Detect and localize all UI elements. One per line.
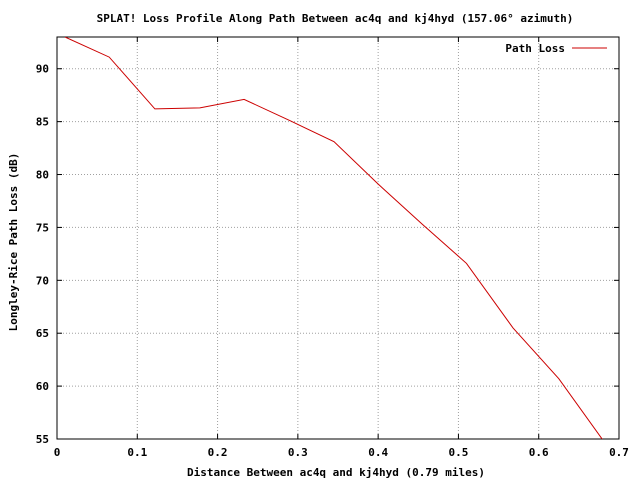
legend-label: Path Loss xyxy=(505,42,565,55)
legend: Path Loss xyxy=(505,42,607,55)
y-tick-label: 90 xyxy=(36,63,49,76)
series-line xyxy=(64,37,603,439)
x-tick-label: 0.2 xyxy=(208,446,228,459)
x-tick-label: 0.6 xyxy=(529,446,549,459)
x-axis-label: Distance Between ac4q and kj4hyd (0.79 m… xyxy=(187,466,485,479)
y-tick-label: 80 xyxy=(36,169,49,182)
y-tick-label: 60 xyxy=(36,380,49,393)
grid-lines xyxy=(57,37,619,439)
y-axis-label: Longley-Rice Path Loss (dB) xyxy=(7,153,20,332)
x-axis: 0 0.1 0.2 0.3 0.4 0.5 0.6 0.7 xyxy=(54,37,629,459)
x-tick-label: 0.1 xyxy=(127,446,147,459)
series-group xyxy=(64,37,603,439)
x-tick-label: 0.4 xyxy=(368,446,388,459)
y-axis: 55 60 65 70 75 80 85 90 xyxy=(36,63,619,446)
plot-frame xyxy=(56,36,620,440)
y-tick-label: 75 xyxy=(36,221,49,234)
y-tick-label: 85 xyxy=(36,116,49,129)
x-tick-label: 0.3 xyxy=(288,446,308,459)
x-tick-label: 0.5 xyxy=(448,446,468,459)
y-tick-label: 55 xyxy=(36,433,49,446)
chart-title: SPLAT! Loss Profile Along Path Between a… xyxy=(97,12,574,25)
x-tick-label: 0.7 xyxy=(609,446,629,459)
x-tick-label: 0 xyxy=(54,446,61,459)
y-tick-label: 70 xyxy=(36,274,49,287)
y-tick-label: 65 xyxy=(36,327,49,340)
